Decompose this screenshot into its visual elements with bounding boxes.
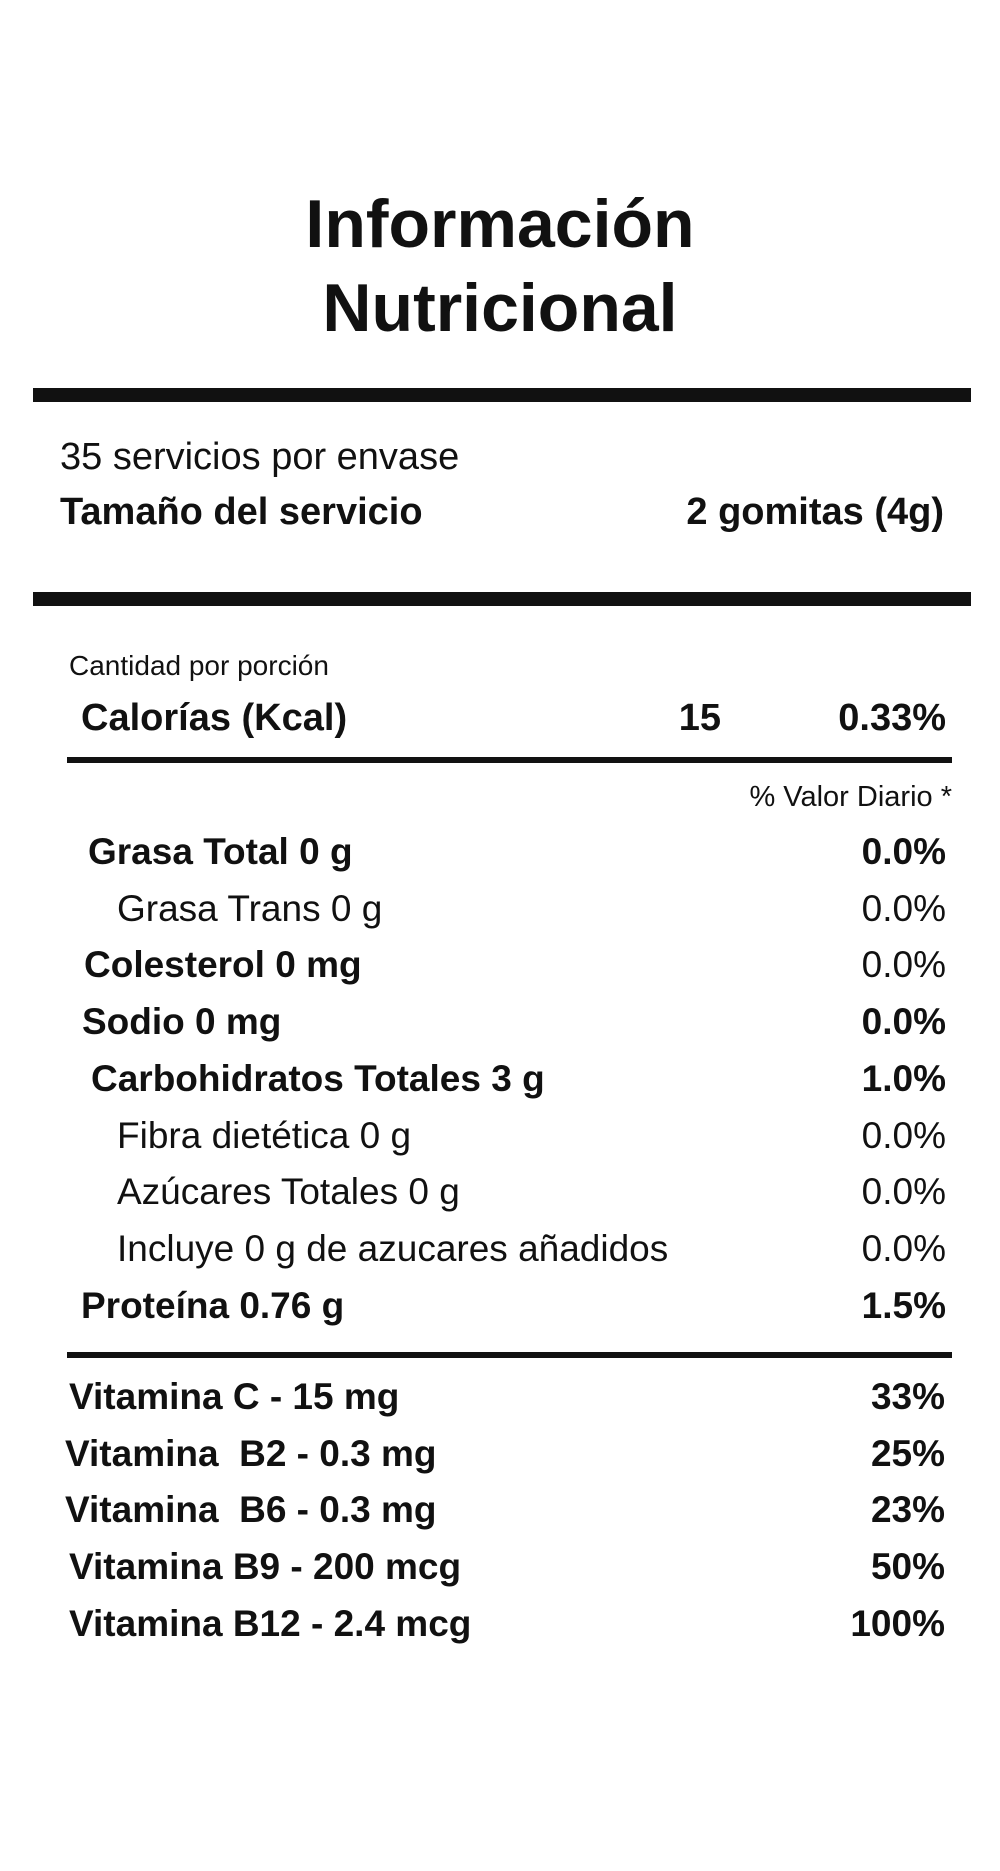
title: Nutricional bbox=[322, 270, 678, 346]
calories-label: Calorías (Kcal) bbox=[81, 697, 348, 739]
nutrient-percent: 0.0% bbox=[861, 1114, 946, 1156]
servings: 35 servicios por envase bbox=[60, 436, 460, 478]
vitamin-percent: 100% bbox=[850, 1602, 945, 1644]
nutrient-name: Colesterol 0 mg bbox=[84, 944, 362, 986]
vitamin-percent: 23% bbox=[870, 1489, 945, 1531]
nutrient-name: Grasa Total 0 g bbox=[88, 831, 353, 872]
nutrient-name: Grasa Trans 0 g bbox=[117, 887, 383, 929]
nutrient-percent: 1.5% bbox=[861, 1284, 946, 1326]
nutrient-percent: 0.0% bbox=[861, 1227, 946, 1269]
nutrient-name: Carbohidratos Totales 3 g bbox=[91, 1057, 545, 1099]
vitamin-name: Vitamina B12 - 2.4 mcg bbox=[69, 1602, 472, 1644]
nutrient-percent: 0.0% bbox=[861, 831, 946, 872]
divider bbox=[67, 757, 952, 763]
vitamin-name: Vitamina B2 - 0.3 mg bbox=[65, 1432, 437, 1474]
divider bbox=[33, 592, 971, 606]
nutrient-percent: 0.0% bbox=[861, 887, 946, 929]
vitamin-percent: 33% bbox=[870, 1376, 945, 1417]
nutrient-name: Sodio 0 mg bbox=[82, 1001, 282, 1043]
vitamin-name: Vitamina B6 - 0.3 mg bbox=[65, 1489, 437, 1531]
nutrient-name: Azúcares Totales 0 g bbox=[117, 1171, 460, 1213]
divider bbox=[67, 1352, 952, 1358]
calories-percent: 0.33% bbox=[838, 697, 946, 739]
vitamin-percent: 50% bbox=[870, 1546, 945, 1588]
vitamin-percent: 25% bbox=[870, 1432, 945, 1474]
calories-amount: 15 bbox=[678, 697, 721, 739]
nutrient-percent: 0.0% bbox=[861, 1171, 946, 1213]
daily-value-header: % Valor Diario * bbox=[749, 781, 952, 813]
vitamin-name: Vitamina C - 15 mg bbox=[69, 1376, 400, 1417]
nutrient-name: Fibra dietética 0 g bbox=[117, 1114, 412, 1156]
vitamin-name: Vitamina B9 - 200 mcg bbox=[69, 1546, 462, 1588]
title: Información bbox=[305, 186, 695, 262]
nutrient-name: Proteína 0.76 g bbox=[81, 1284, 345, 1326]
caption: Cantidad por porción bbox=[69, 650, 329, 681]
nutrient-name: Incluye 0 g de azucares añadidos bbox=[117, 1227, 669, 1269]
serving-size-label: Tamaño del servicio bbox=[60, 491, 423, 533]
nutrient-percent: 0.0% bbox=[861, 944, 946, 986]
serving-size-value: 2 gomitas (4g) bbox=[686, 491, 944, 533]
nutrient-percent: 0.0% bbox=[861, 1001, 946, 1043]
nutrient-percent: 1.0% bbox=[861, 1057, 946, 1099]
divider bbox=[33, 388, 971, 402]
